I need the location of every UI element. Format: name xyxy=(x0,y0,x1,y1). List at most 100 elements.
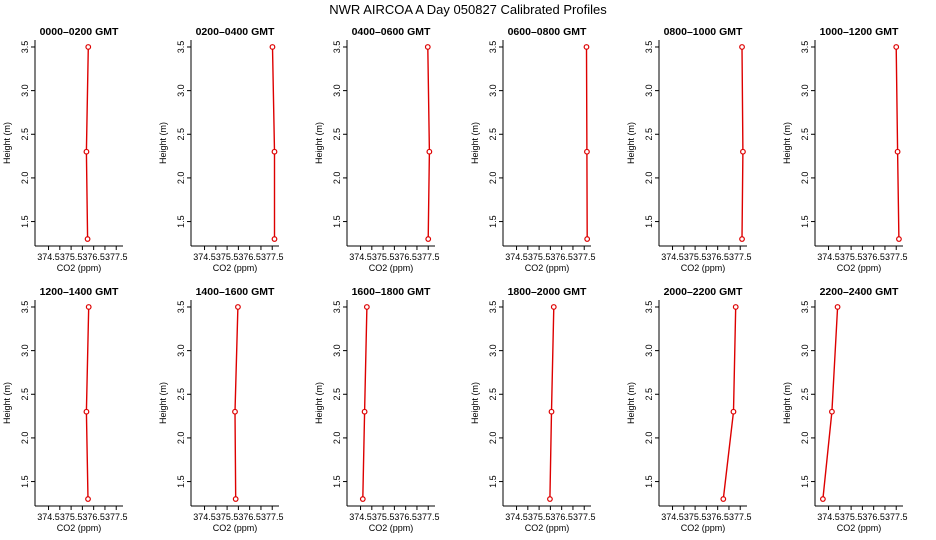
x-axis-label: CO2 (ppm) xyxy=(837,523,882,533)
x-tick-label: 376.5 xyxy=(394,252,417,262)
x-tick-label: 377.5 xyxy=(261,512,284,522)
y-tick-label: 1.5 xyxy=(488,475,498,488)
profile-point xyxy=(739,236,745,242)
y-tick-label: 3.0 xyxy=(488,344,498,357)
y-tick-label: 3.5 xyxy=(488,301,498,314)
y-tick-label: 1.5 xyxy=(20,475,30,488)
profile-point xyxy=(730,408,737,415)
y-tick-label: 3.5 xyxy=(644,301,654,314)
y-tick-label: 3.0 xyxy=(488,84,498,97)
x-axis-label: CO2 (ppm) xyxy=(681,263,726,273)
x-tick-label: 377.5 xyxy=(417,512,440,522)
y-axis-label: Height (m) xyxy=(782,122,792,164)
x-tick-label: 376.5 xyxy=(550,512,573,522)
panel-title: 0200–0400 GMT xyxy=(196,26,275,38)
profile-point xyxy=(425,236,432,242)
y-tick-label: 2.0 xyxy=(332,172,342,185)
profile-point xyxy=(893,44,900,50)
figure-title: NWR AIRCOA A Day 050827 Calibrated Profi… xyxy=(329,2,607,17)
profile-point xyxy=(583,44,590,50)
y-tick-label: 3.0 xyxy=(20,84,30,97)
profile-line xyxy=(722,306,737,500)
y-tick-label: 3.5 xyxy=(332,301,342,314)
x-tick-label: 376.5 xyxy=(862,512,885,522)
y-tick-label: 2.0 xyxy=(800,172,810,185)
profile-point xyxy=(829,408,835,415)
x-tick-label: 377.5 xyxy=(105,252,128,262)
y-tick-label: 2.0 xyxy=(20,172,30,185)
x-tick-label: 377.5 xyxy=(417,252,440,262)
x-tick-label: 374.5 xyxy=(505,512,528,522)
y-axis-label: Height (m) xyxy=(470,382,480,424)
y-tick-label: 3.5 xyxy=(800,41,810,54)
x-tick-label: 375.5 xyxy=(216,252,239,262)
y-tick-label: 3.5 xyxy=(644,41,654,54)
y-tick-label: 1.5 xyxy=(176,475,186,488)
x-tick-label: 376.5 xyxy=(82,252,105,262)
y-axis-label: Height (m) xyxy=(626,382,636,424)
profile-point xyxy=(424,44,431,50)
x-tick-label: 376.5 xyxy=(706,512,729,522)
y-tick-label: 3.5 xyxy=(488,41,498,54)
x-axis-label: CO2 (ppm) xyxy=(57,523,102,533)
profile-point xyxy=(547,496,553,502)
x-tick-label: 375.5 xyxy=(372,252,395,262)
profile-line xyxy=(741,46,744,240)
x-tick-label: 376.5 xyxy=(862,252,885,262)
profile-point xyxy=(235,304,241,310)
y-tick-label: 2.5 xyxy=(20,128,30,141)
x-axis-label: CO2 (ppm) xyxy=(57,263,102,273)
panel-title: 1000–1200 GMT xyxy=(820,26,899,38)
x-tick-label: 374.5 xyxy=(193,512,216,522)
y-axis-label: Height (m) xyxy=(2,382,12,424)
y-tick-label: 2.5 xyxy=(488,388,498,401)
profile-line xyxy=(85,46,89,240)
profile-point xyxy=(819,496,826,502)
y-tick-label: 1.5 xyxy=(332,475,342,488)
y-tick-label: 1.5 xyxy=(488,215,498,228)
y-tick-label: 2.5 xyxy=(176,128,186,141)
x-tick-label: 376.5 xyxy=(706,252,729,262)
y-tick-label: 2.0 xyxy=(644,432,654,445)
x-axis-label: CO2 (ppm) xyxy=(213,263,258,273)
x-tick-label: 374.5 xyxy=(37,512,60,522)
y-axis-label: Height (m) xyxy=(158,122,168,164)
y-tick-label: 2.0 xyxy=(488,172,498,185)
x-axis-label: CO2 (ppm) xyxy=(525,523,570,533)
y-tick-label: 1.5 xyxy=(644,215,654,228)
x-axis-label: CO2 (ppm) xyxy=(369,263,414,273)
profile-line xyxy=(271,46,276,239)
profile-point xyxy=(232,496,239,502)
x-tick-label: 374.5 xyxy=(817,252,840,262)
profile-point xyxy=(739,44,745,50)
y-tick-label: 2.0 xyxy=(644,172,654,185)
y-tick-label: 3.5 xyxy=(176,41,186,54)
profile-point xyxy=(732,304,739,310)
profile-line xyxy=(585,46,588,240)
profile-point xyxy=(584,148,590,155)
y-tick-label: 3.0 xyxy=(800,344,810,357)
x-tick-label: 377.5 xyxy=(729,252,752,262)
x-tick-label: 376.5 xyxy=(82,512,105,522)
y-tick-label: 3.5 xyxy=(20,301,30,314)
profile-line xyxy=(427,46,431,240)
x-tick-label: 375.5 xyxy=(216,512,239,522)
panel-title: 1800–2000 GMT xyxy=(508,286,587,298)
panel-title: 0000–0200 GMT xyxy=(40,26,119,38)
y-tick-label: 2.5 xyxy=(20,388,30,401)
y-tick-label: 3.0 xyxy=(332,84,342,97)
profile-point xyxy=(426,148,433,155)
x-tick-label: 375.5 xyxy=(528,512,551,522)
x-tick-label: 377.5 xyxy=(261,252,284,262)
profile-line xyxy=(234,306,239,500)
x-tick-label: 375.5 xyxy=(684,252,707,262)
profile-point xyxy=(740,148,746,155)
x-tick-label: 375.5 xyxy=(840,252,863,262)
x-tick-label: 377.5 xyxy=(885,512,908,522)
